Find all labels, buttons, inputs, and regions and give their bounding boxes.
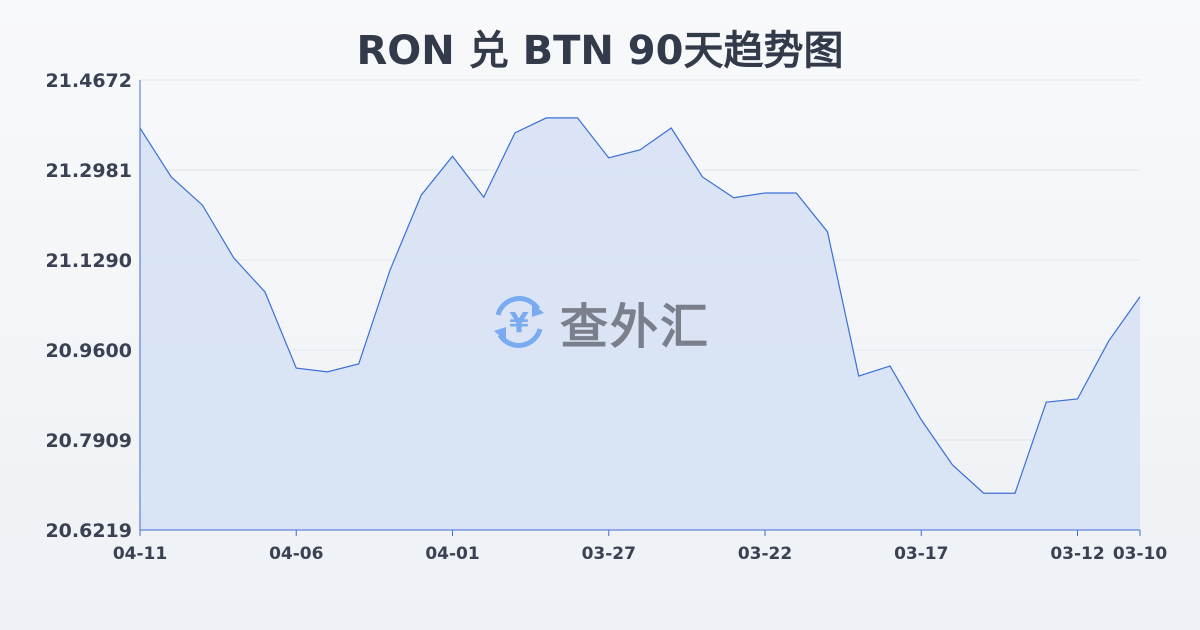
x-tick-label: 04-06 [269,544,323,564]
yuan-exchange-icon: ¥ [494,296,544,348]
x-tick-label: 04-11 [113,544,167,564]
watermark-text: 查外汇 [560,299,711,355]
y-tick-label: 21.1290 [45,250,132,272]
y-tick-label: 20.9600 [45,340,132,362]
y-tick-label: 21.4672 [45,70,132,92]
area-fill [140,117,1140,531]
y-tick-label: 20.7909 [45,430,132,452]
watermark-logo: ¥ 查外汇 [488,287,710,357]
x-tick-label: 03-22 [738,544,792,564]
y-tick-label: 21.2981 [45,160,132,182]
x-tick-label: 03-12 [1050,544,1104,564]
x-tick-label: 03-17 [894,544,948,564]
svg-text:¥: ¥ [509,306,529,339]
x-tick-label: 03-27 [582,544,636,564]
y-tick-label: 20.6219 [45,520,132,542]
x-tick-label: 03-10 [1113,544,1168,564]
chart-title: RON 兑 BTN 90天趋势图 [356,28,844,74]
x-tick-label: 04-01 [425,544,479,564]
